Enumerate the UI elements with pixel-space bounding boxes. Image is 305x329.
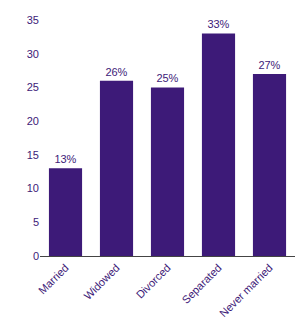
svg-text:10: 10 [27,182,39,194]
svg-text:0: 0 [33,250,39,262]
svg-text:26%: 26% [105,66,127,78]
svg-text:25: 25 [27,81,39,93]
svg-text:13%: 13% [54,153,76,165]
svg-text:15: 15 [27,149,39,161]
svg-text:5: 5 [33,216,39,228]
svg-text:Never married: Never married [217,262,275,320]
svg-text:27%: 27% [258,59,280,71]
svg-text:Divorced: Divorced [134,262,173,301]
svg-text:Separated: Separated [179,262,223,306]
svg-text:Married: Married [36,262,71,297]
svg-text:33%: 33% [207,18,229,30]
svg-text:35: 35 [27,14,39,26]
svg-text:20: 20 [27,115,39,127]
svg-text:25%: 25% [156,72,178,84]
svg-text:30: 30 [27,48,39,60]
svg-text:Widowed: Widowed [81,262,121,302]
